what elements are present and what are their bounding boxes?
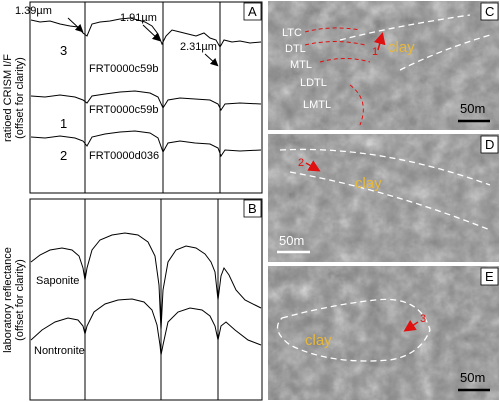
panel-a: 1.39µm 1.91µm 2.31µm 3 FRT0000c59b FRT00… <box>2 1 263 194</box>
panel-tag <box>480 2 499 21</box>
panel-label: D <box>485 137 494 152</box>
spectrum-number: 3 <box>60 43 67 58</box>
site-number: 2 <box>298 157 304 169</box>
panel-e: clay 3 50m E <box>268 266 499 400</box>
frame <box>29 1 263 194</box>
unit-label: LTC <box>282 27 302 39</box>
panel-tag <box>243 2 262 21</box>
scale-label: 50m <box>460 370 485 385</box>
clay-label: clay <box>355 175 382 192</box>
unit-boundary <box>349 84 364 126</box>
panel-b: Saponite Nontronite B laboratory reflect… <box>2 198 263 401</box>
panel-tag <box>243 199 262 218</box>
contact-line <box>339 14 471 41</box>
spectrum-name: Nontronite <box>34 345 85 357</box>
unit-label: LMTL <box>303 99 331 111</box>
arrow <box>373 32 386 51</box>
unit-label: LDTL <box>300 77 327 89</box>
site-number: 3 <box>420 313 426 325</box>
observation-id: FRT0000c59b <box>89 104 159 116</box>
y-label: (offset for clarity) <box>14 57 26 139</box>
unit-boundary <box>304 27 361 33</box>
spectrum <box>30 90 262 111</box>
image-texture <box>268 134 499 262</box>
panel-tag <box>480 135 499 154</box>
site-number: 1 <box>372 46 378 58</box>
wavelength-label: 1.39µm <box>15 5 52 17</box>
unit-boundary <box>304 41 366 46</box>
image-texture <box>268 1 499 130</box>
y-label: (offset for clarity) <box>14 259 26 341</box>
spectrum <box>30 298 262 356</box>
frame <box>29 198 263 401</box>
spectrum <box>30 232 262 331</box>
y-label: ratioed CRISM I/F <box>2 54 14 142</box>
panel-label: E <box>485 269 494 284</box>
spectrum <box>30 130 262 158</box>
panel-label: A <box>248 4 257 19</box>
panel-d: 2 clay 50m D <box>268 134 499 262</box>
clay-label: clay <box>305 332 332 349</box>
panel-label: C <box>485 4 494 19</box>
image-texture <box>268 266 499 400</box>
arrow <box>305 160 321 172</box>
scale-label: 50m <box>460 101 485 116</box>
panel-c: LTC DTL MTL LDTL LMTL clay 1 50m C <box>268 1 499 130</box>
spectrum-number: 2 <box>60 148 67 163</box>
arrow <box>142 24 161 42</box>
unit-label: MTL <box>290 59 312 71</box>
wavelength-label: 1.91µm <box>120 12 157 24</box>
spectrum-number: 1 <box>60 116 67 131</box>
observation-id: FRT0000c59b <box>89 63 159 75</box>
arrow <box>204 53 219 67</box>
spectrum-name: Saponite <box>36 275 79 287</box>
arrow <box>403 320 419 332</box>
arrow <box>67 17 84 33</box>
contact-line <box>279 148 491 186</box>
panel-label: B <box>248 201 257 216</box>
contact-line <box>289 171 491 231</box>
unit-label: DTL <box>285 43 306 55</box>
observation-id: FRT0000d036 <box>89 150 159 162</box>
clay-label: clay <box>388 39 415 56</box>
wavelength-label: 2.31µm <box>180 41 217 53</box>
y-label: laboratory reflectance <box>2 247 14 353</box>
scale-label: 50m <box>279 233 304 248</box>
panel-tag <box>480 267 499 286</box>
